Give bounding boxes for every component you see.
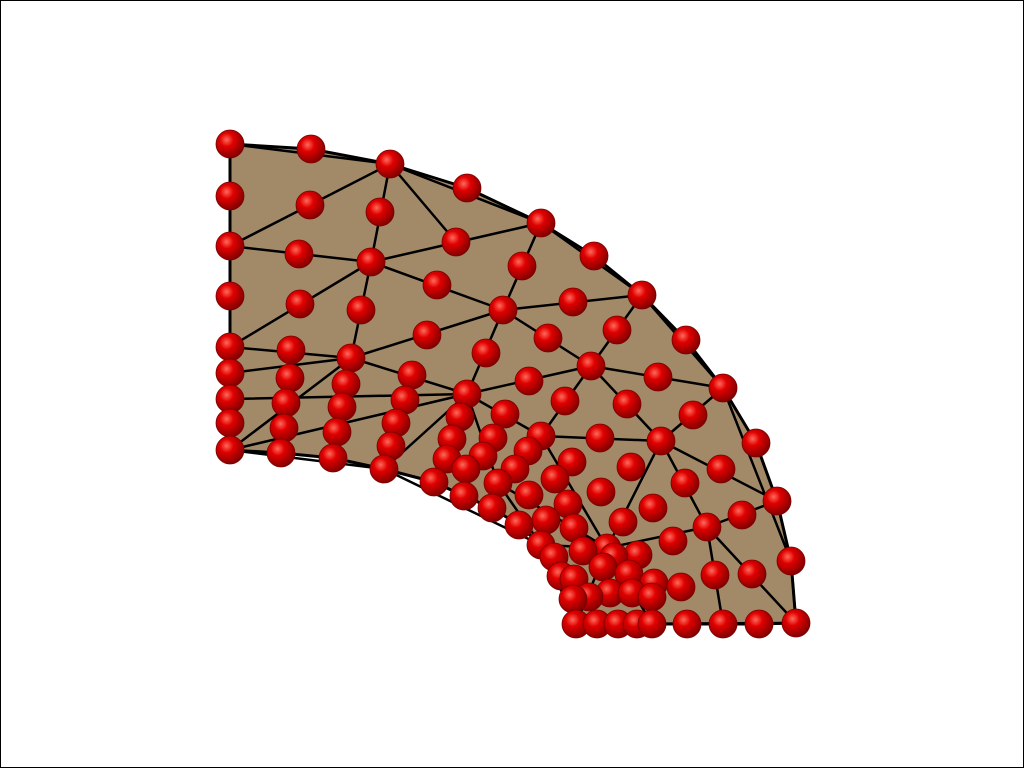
mesh-node-sphere [215,332,245,362]
mesh-node-sphere [708,609,738,639]
mesh-node-sphere [672,609,702,639]
mesh-node-sphere [504,510,534,540]
mesh-node-sphere [412,320,442,350]
mesh-node-sphere [356,247,386,277]
mesh-node-sphere [700,560,730,590]
mesh-node-sphere [550,386,580,416]
mesh-node-sphere [666,572,696,602]
mesh-node-sphere [369,454,399,484]
mesh-node-sphere [284,239,314,269]
mesh-node-sphere [616,452,646,482]
mesh-node-sphere [507,251,537,281]
mesh-node-sphere [643,362,673,392]
mesh-node-sphere [533,323,563,353]
mesh-node-sphere [637,609,667,639]
mesh-node-sphere [322,417,352,447]
mesh-node-sphere [514,480,544,510]
mesh-node-sphere [336,343,366,373]
mesh-node-sphere [471,338,501,368]
mesh-edge [228,392,469,452]
mesh-node-sphere [531,505,561,535]
mesh-node-sphere [375,149,405,179]
mesh-node-sphere [558,287,588,317]
mesh-node-sphere [762,486,792,516]
mesh-node-sphere [271,388,301,418]
mesh-node-sphere [276,335,306,365]
mesh-node-sphere [215,281,245,311]
mesh-node-sphere [744,609,774,639]
mesh-edge [228,448,386,471]
mesh-edge [388,162,458,244]
mesh-edge [605,525,709,550]
mesh-nodes [215,129,811,639]
mesh-edge [721,386,793,563]
mesh-node-sphere [646,426,676,456]
mesh-node-sphere [285,289,315,319]
mesh-node-sphere [514,366,544,396]
mesh-node-sphere [419,467,449,497]
mesh-node-sphere [215,181,245,211]
mesh-node-sphere [585,423,615,453]
mesh-node-sphere [215,231,245,261]
mesh-node-sphere [266,438,296,468]
mesh-node-sphere [608,507,638,537]
mesh-node-sphere [627,280,657,310]
mesh-node-sphere [275,363,305,393]
mesh-node-sphere [737,559,767,589]
mesh-node-sphere [670,468,700,498]
mesh-node-sphere [540,464,570,494]
mesh-node-sphere [295,190,325,220]
mesh-node-sphere [488,295,518,325]
mesh-node-sphere [296,134,326,164]
mesh-node-sphere [451,454,481,484]
mesh-node-sphere [708,373,738,403]
mesh-node-sphere [449,481,479,511]
mesh-node-sphere [483,468,513,498]
mesh-node-sphere [692,512,722,542]
mesh-node-sphere [477,493,507,523]
mesh-node-sphere [422,270,452,300]
mesh-node-sphere [397,360,427,390]
mesh-node-sphere [776,546,806,576]
mesh-node-sphere [346,295,376,325]
mesh-node-sphere [637,582,667,612]
mesh-node-sphere [658,526,688,556]
mesh-node-sphere [327,392,357,422]
mesh-node-sphere [588,552,618,582]
mesh-node-sphere [678,400,708,430]
mesh-node-sphere [526,208,556,238]
mesh-node-sphere [441,227,471,257]
mesh-node-sphere [490,399,520,429]
mesh-node-sphere [215,435,245,465]
mesh-node-sphere [741,428,771,458]
mesh-node-sphere [612,389,642,419]
mesh-node-sphere [781,608,811,638]
mesh-node-sphere [576,351,606,381]
mesh-node-sphere [452,173,482,203]
mesh-node-sphere [558,584,588,614]
mesh-node-sphere [215,408,245,438]
mesh-node-sphere [706,454,736,484]
mesh-node-sphere [365,197,395,227]
mesh-node-sphere [727,500,757,530]
mesh-node-sphere [269,413,299,443]
mesh-node-sphere [318,443,348,473]
mesh-node-sphere [568,536,598,566]
mesh-node-sphere [579,241,609,271]
mesh-node-sphere [215,358,245,388]
mesh-node-sphere [638,493,668,523]
mesh-node-sphere [671,325,701,355]
mesh-node-sphere [586,477,616,507]
mesh-node-sphere [215,129,245,159]
mesh-node-sphere [602,315,632,345]
